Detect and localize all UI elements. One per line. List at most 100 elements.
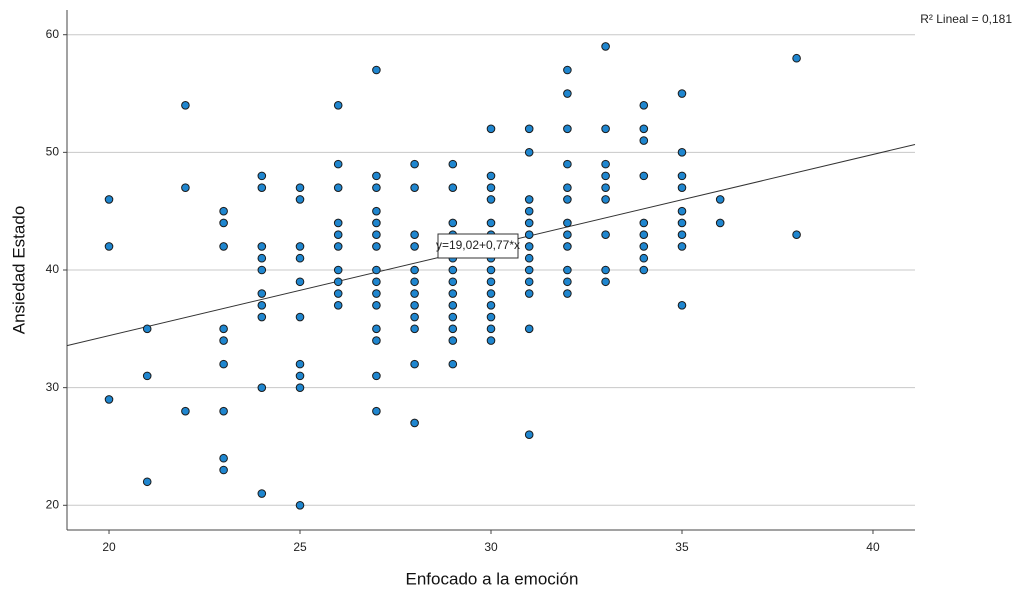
y-tick-label: 40 [46, 262, 60, 276]
point [563, 124, 572, 134]
point [410, 418, 419, 428]
point [410, 324, 419, 334]
point [219, 324, 228, 334]
point [142, 324, 152, 334]
point [448, 183, 458, 192]
fit-label-box [437, 233, 519, 259]
point [677, 148, 687, 157]
point [219, 359, 228, 369]
point [410, 242, 419, 251]
point [410, 265, 419, 275]
point [563, 159, 572, 169]
point [601, 42, 610, 51]
point [563, 65, 572, 75]
point [448, 289, 458, 298]
point [563, 242, 572, 251]
point [563, 277, 572, 287]
point [524, 230, 534, 240]
point [333, 289, 343, 298]
point [563, 289, 572, 298]
point [333, 300, 343, 310]
point [295, 383, 305, 392]
point [410, 289, 419, 298]
point [601, 230, 610, 240]
point [639, 230, 649, 240]
point [486, 289, 496, 298]
point [295, 242, 305, 251]
point [410, 159, 419, 169]
point [792, 53, 801, 63]
y-tick-label: 30 [46, 380, 60, 394]
point [410, 183, 419, 192]
point [601, 265, 610, 275]
point [257, 383, 267, 392]
point [448, 300, 458, 310]
point [448, 336, 458, 345]
point [524, 242, 534, 251]
point [295, 312, 305, 322]
x-tick-label: 35 [675, 540, 689, 554]
point [372, 289, 381, 298]
point [639, 171, 649, 181]
point [295, 253, 305, 263]
point [792, 230, 801, 240]
point [372, 230, 381, 240]
x-tick-label: 30 [484, 540, 498, 554]
point [333, 159, 343, 169]
point [677, 300, 687, 310]
point [715, 218, 725, 228]
point [410, 312, 419, 322]
point [486, 124, 496, 134]
point [601, 171, 610, 181]
point [410, 277, 419, 287]
point [639, 242, 649, 251]
point [677, 242, 687, 251]
point [448, 324, 458, 334]
point [257, 489, 267, 498]
fit-label: y=19,02+0,77*x [436, 238, 520, 252]
point [219, 465, 228, 475]
point [333, 265, 343, 275]
point [333, 277, 343, 287]
point [295, 277, 305, 287]
point [257, 312, 267, 322]
point [563, 195, 572, 204]
point [524, 253, 534, 263]
point [372, 371, 381, 381]
point [372, 300, 381, 310]
point [104, 195, 114, 204]
point [257, 242, 267, 251]
point [219, 453, 228, 463]
point [677, 218, 687, 228]
point [448, 359, 458, 369]
point [257, 300, 267, 310]
point [524, 206, 534, 216]
point [563, 183, 572, 192]
point [677, 206, 687, 216]
point [372, 277, 381, 287]
point [104, 242, 114, 251]
point [677, 89, 687, 98]
point [448, 277, 458, 287]
point [295, 500, 305, 510]
point [524, 195, 534, 204]
point [372, 242, 381, 251]
point [601, 277, 610, 287]
point [372, 171, 381, 181]
point [333, 218, 343, 228]
point [142, 477, 152, 487]
point [486, 183, 496, 192]
point [486, 324, 496, 334]
point [333, 183, 343, 192]
point [295, 195, 305, 204]
point [524, 430, 534, 440]
point [372, 336, 381, 345]
point [639, 136, 649, 145]
point [486, 265, 496, 275]
point [219, 406, 228, 416]
point [601, 159, 610, 169]
point [448, 265, 458, 275]
point [448, 159, 458, 169]
point [372, 183, 381, 192]
